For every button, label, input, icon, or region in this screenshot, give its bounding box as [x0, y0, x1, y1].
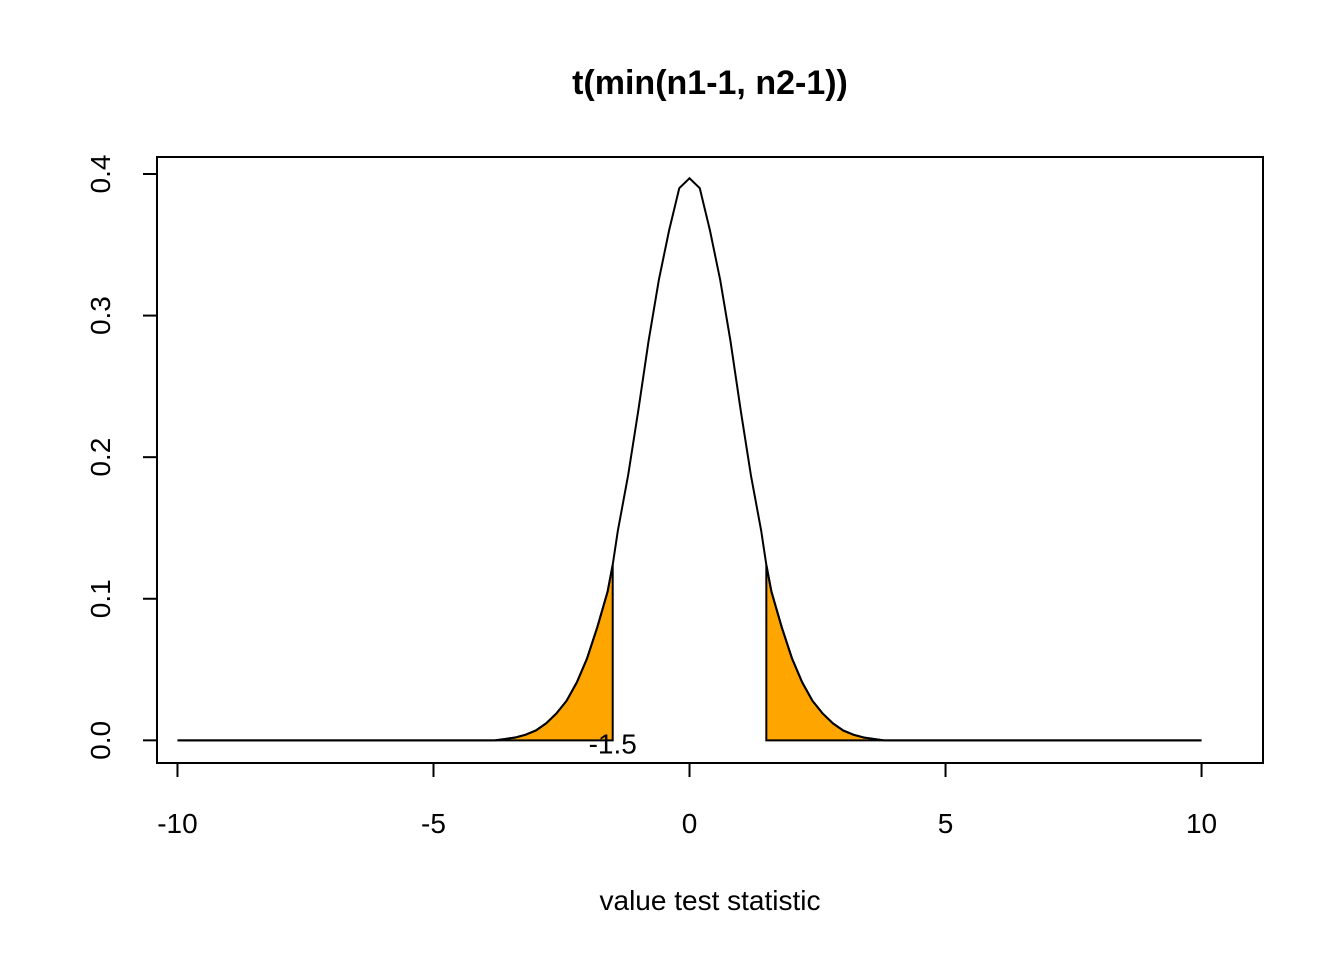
plot-frame	[156, 156, 1264, 764]
x-tick-label: -10	[157, 808, 197, 839]
x-tick-label: -5	[421, 808, 446, 839]
y-tick-label: 0.4	[85, 155, 116, 194]
critical-value-label: -1.5	[589, 728, 637, 759]
shaded-tail-regions	[177, 564, 1202, 742]
density-curve-layer	[177, 176, 1202, 742]
x-tick-label: 5	[938, 808, 954, 839]
x-tick-label: 0	[682, 808, 698, 839]
annotation-layer: -1.5	[589, 728, 637, 759]
shaded-tail-left	[177, 564, 614, 742]
density-curve	[177, 176, 1202, 742]
x-axis: -10 -5 0 5 10	[157, 762, 1217, 839]
shaded-tail-right	[765, 564, 1202, 742]
x-axis-label: value test statistic	[600, 885, 821, 916]
chart-title: t(min(n1-1, n2-1))	[572, 64, 848, 102]
y-tick-label: 0.0	[85, 721, 116, 760]
y-tick-label: 0.3	[85, 296, 116, 335]
y-tick-label: 0.2	[85, 438, 116, 477]
y-axis: 0.0 0.1 0.2 0.3 0.4	[85, 155, 158, 760]
x-tick-label: 10	[1186, 808, 1217, 839]
y-tick-label: 0.1	[85, 579, 116, 618]
